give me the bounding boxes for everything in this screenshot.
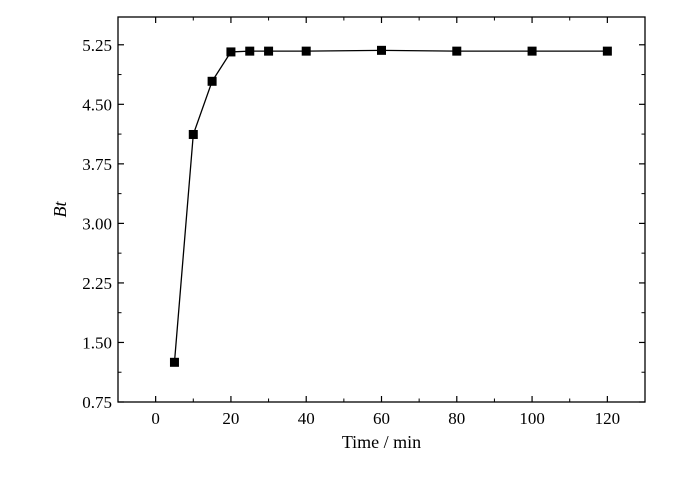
plot-frame [117,16,646,403]
y-axis-label: Bt [50,201,70,218]
x-tick-label: 40 [298,409,315,428]
y-tick-label: 5.25 [82,36,112,55]
data-point-marker [301,46,311,56]
data-point-marker [377,45,386,55]
data-point-marker [207,76,217,86]
x-tick-label: 60 [373,409,390,428]
data-point-marker [452,46,462,56]
series-line [173,49,608,363]
y-tick-label: 1.50 [82,333,112,352]
data-point-marker [602,46,612,56]
y-axis-ticks: 0.75 1.50 2.25 3.00 3.75 4.50 5.25 [82,36,645,412]
data-point-marker [226,47,236,57]
x-tick-label: 100 [519,409,545,428]
data-point-marker [527,46,537,56]
x-axis-ticks: 0 20 40 60 80 100 120 [151,17,620,428]
y-tick-label: 4.50 [82,95,112,114]
y-tick-label: 3.00 [82,214,112,233]
x-tick-label: 20 [222,409,239,428]
x-tick-label: 0 [151,409,160,428]
x-axis-label: Time / min [342,432,421,452]
x-tick-label: 80 [448,409,465,428]
data-point-marker [169,357,179,367]
y-tick-label: 0.75 [82,393,112,412]
x-tick-label: 120 [595,409,621,428]
data-point-marker [188,129,198,139]
y-tick-label: 3.75 [82,155,112,174]
series-layer [169,45,612,367]
data-point-marker [245,46,255,56]
y-tick-label: 2.25 [82,274,112,293]
data-point-marker [264,46,274,56]
